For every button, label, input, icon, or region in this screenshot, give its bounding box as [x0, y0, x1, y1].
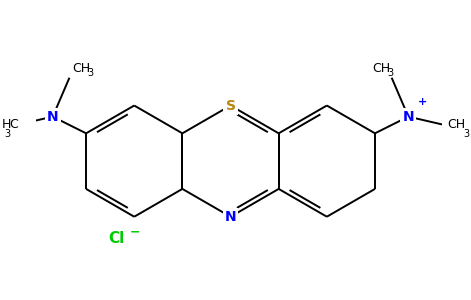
Text: H: H [2, 118, 11, 131]
Text: Cl: Cl [108, 232, 124, 247]
Text: 3: 3 [88, 68, 94, 78]
Text: +: + [418, 97, 428, 106]
Text: CH: CH [447, 118, 465, 131]
Text: 3: 3 [463, 129, 469, 140]
Text: C: C [9, 118, 18, 131]
Text: CH: CH [372, 62, 390, 75]
Text: 3: 3 [4, 129, 10, 139]
Text: N: N [403, 110, 414, 124]
Text: CH: CH [72, 62, 90, 75]
Text: 3: 3 [388, 68, 394, 78]
Text: N: N [47, 110, 58, 124]
Text: −: − [130, 226, 140, 239]
Text: S: S [226, 98, 236, 112]
Text: N: N [225, 210, 236, 224]
